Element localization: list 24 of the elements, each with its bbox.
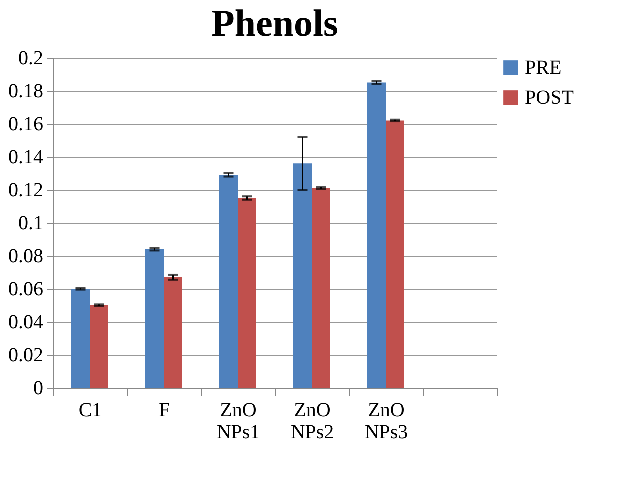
bar: [312, 188, 330, 388]
y-tick-label: 0.08: [8, 246, 44, 268]
y-tick-label: 0.1: [18, 212, 44, 234]
x-tick-label: ZnO NPs1: [216, 400, 260, 444]
y-tick-label: 0.16: [8, 114, 44, 136]
bar: [72, 289, 90, 388]
legend-label: POST: [525, 87, 574, 109]
y-tick-label: 0.14: [8, 146, 44, 168]
bar: [294, 164, 312, 388]
y-tick-label: 0.18: [8, 80, 44, 102]
x-tick-label: ZnO NPs3: [364, 400, 408, 444]
legend-label: PRE: [525, 57, 562, 79]
y-tick-label: 0: [34, 378, 44, 400]
chart-title: Phenols: [212, 3, 338, 45]
y-tick-label: 0.04: [8, 312, 44, 334]
x-tick-label: ZnO NPs2: [290, 400, 334, 444]
bar: [386, 120, 404, 388]
y-tick-label: 0.02: [8, 344, 44, 366]
y-tick-label: 0.12: [8, 180, 44, 202]
bar: [90, 306, 108, 388]
y-tick-label: 0.06: [8, 278, 44, 300]
y-tick-label: 0.2: [18, 48, 44, 70]
x-tick-label: C1: [78, 400, 102, 422]
x-tick-label: F: [158, 400, 170, 422]
